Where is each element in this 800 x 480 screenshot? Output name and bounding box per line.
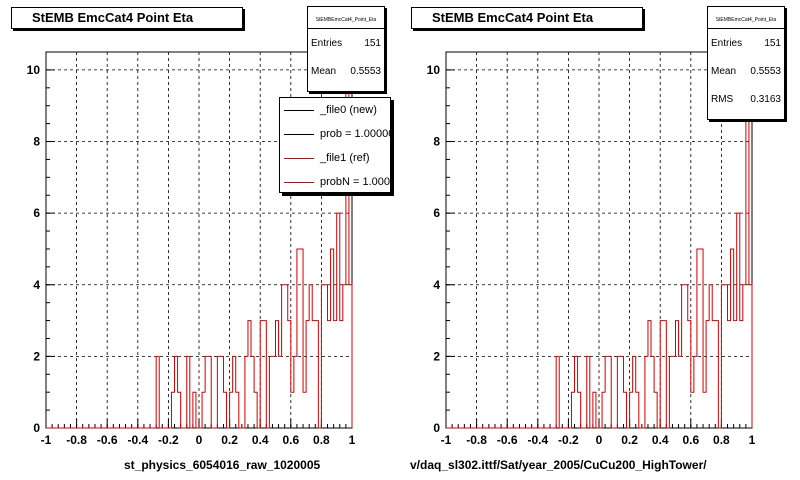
right-y-tick-label: 10: [427, 63, 441, 77]
right-x-tick-label: -0.2: [558, 433, 579, 447]
legend-swatch-black: [284, 133, 314, 135]
left-x-tick-label: 0: [196, 433, 203, 447]
right-stats-mean-value: 0.5553: [750, 65, 781, 77]
right-x-tick-label: 0.6: [682, 433, 699, 447]
legend-swatch-red: [284, 157, 314, 159]
legend-label: _file1 (ref): [320, 152, 370, 164]
right-plot-title: StEMB EmcCat4 Point Eta: [411, 7, 643, 29]
left-x-tick-label: 0.8: [313, 433, 330, 447]
left-stats-entries-row: Entries 151: [308, 29, 384, 57]
right-x-tick-label: 0.2: [621, 433, 638, 447]
legend-box: _file0 (new) prob = 1.000000 _file1 (ref…: [279, 97, 391, 193]
left-stats-mean-row: Mean 0.5553: [308, 57, 384, 85]
right-x-tick-label: 0.8: [713, 433, 730, 447]
legend-swatch-black: [284, 109, 314, 111]
left-x-tick-label: -1: [41, 433, 52, 447]
left-x-tick-label: -0.4: [127, 433, 148, 447]
right-x-tick-label: 0: [596, 433, 603, 447]
left-plot-title: StEMB EmcCat4 Point Eta: [11, 7, 243, 29]
right-stats-mean-row: Mean 0.5553: [708, 57, 784, 85]
legend-item-prob: prob = 1.000000: [280, 122, 390, 146]
legend-item-file1: _file1 (ref): [280, 146, 390, 170]
right-stats-entries-label: Entries: [711, 37, 743, 49]
right-histogram-series: [446, 69, 753, 429]
right-stats-entries-value: 151: [764, 37, 781, 49]
legend-label: _file0 (new): [320, 104, 377, 116]
left-x-tick-label: 0.2: [221, 433, 238, 447]
legend-item-probn: probN = 1.000000: [280, 170, 391, 192]
left-stats-entries-value: 151: [364, 37, 381, 49]
left-x-tick-label: 0.6: [282, 433, 299, 447]
left-y-tick-label: 8: [33, 135, 40, 149]
left-plot-title-text: StEMB EmcCat4 Point Eta: [32, 10, 194, 25]
left-histogram-series: [46, 69, 353, 429]
right-y-tick-label: 2: [433, 349, 440, 363]
left-x-tick-label: 1: [349, 433, 356, 447]
left-y-tick-label: 2: [33, 349, 40, 363]
left-y-tick-label: 0: [33, 421, 40, 435]
left-stats-mean-label: Mean: [311, 65, 337, 77]
right-x-tick-label: -0.6: [497, 433, 518, 447]
left-y-tick-label: 6: [33, 206, 40, 220]
right-x-tick-label: -0.4: [527, 433, 548, 447]
right-stats-mean-label: Mean: [711, 65, 737, 77]
left-x-tick-label: 0.4: [252, 433, 269, 447]
right-stats-rms-row: RMS 0.3163: [708, 85, 784, 113]
right-stats-entries-row: Entries 151: [708, 29, 784, 57]
right-y-tick-label: 6: [433, 206, 440, 220]
left-y-tick-label: 4: [33, 278, 40, 292]
right-x-tick-label: 0.4: [652, 433, 669, 447]
left-file-label: st_physics_6054016_raw_1020005: [124, 458, 321, 472]
right-y-tick-label: 0: [433, 421, 440, 435]
right-stats-rms-label: RMS: [711, 93, 734, 105]
left-x-tick-label: -0.2: [158, 433, 179, 447]
right-plot-title-text: StEMB EmcCat4 Point Eta: [432, 10, 594, 25]
right-y-tick-label: 8: [433, 135, 440, 149]
left-y-tick-label: 10: [27, 63, 41, 77]
left-x-tick-label: -0.8: [66, 433, 87, 447]
right-stats-box: StEMBEmcCat4_Point_Eta Entries 151 Mean …: [707, 6, 785, 120]
left-x-tick-label: -0.6: [97, 433, 118, 447]
legend-label: probN = 1.000000: [320, 176, 391, 188]
right-stats-rms-value: 0.3163: [750, 93, 781, 105]
legend-label: prob = 1.000000: [320, 128, 390, 140]
legend-swatch-red: [284, 181, 314, 183]
legend-item-file0: _file0 (new): [280, 98, 390, 122]
right-file-label: v/daq_sl302.ittf/Sat/year_2005/CuCu200_H…: [410, 458, 707, 472]
left-stats-entries-label: Entries: [311, 37, 343, 49]
right-stats-header: StEMBEmcCat4_Point_Eta: [708, 7, 784, 29]
right-y-tick-label: 4: [433, 278, 440, 292]
right-x-tick-label: 1: [749, 433, 756, 447]
right-x-tick-label: -0.8: [466, 433, 487, 447]
left-stats-header: StEMBEmcCat4_Point_Eta: [308, 7, 384, 29]
left-stats-box: StEMBEmcCat4_Point_Eta Entries 151 Mean …: [307, 6, 385, 92]
right-x-tick-label: -1: [441, 433, 452, 447]
left-stats-mean-value: 0.5553: [350, 65, 381, 77]
